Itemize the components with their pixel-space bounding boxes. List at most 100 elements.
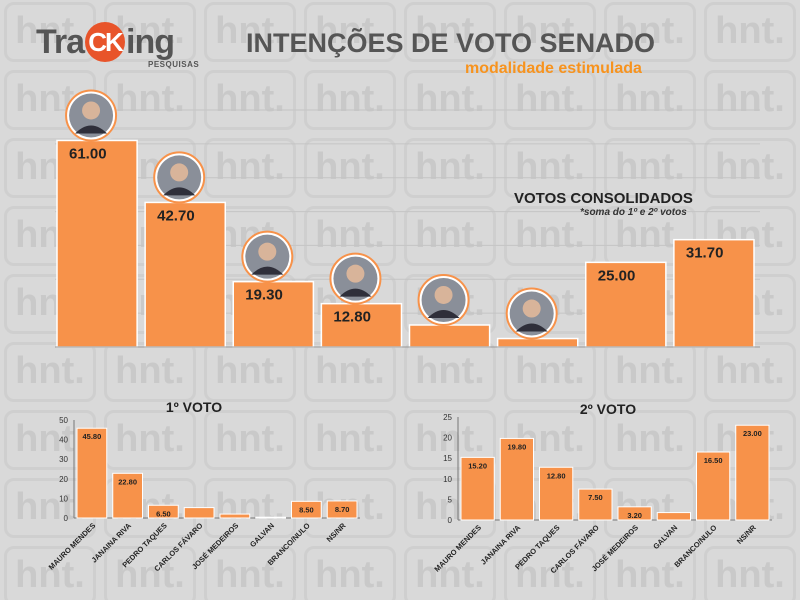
consolidated-data-label-1: 42.70: [157, 207, 195, 224]
consolidated-bar-1: [144, 201, 226, 348]
photo-face: [346, 264, 365, 283]
x-tick-label-1: JANAINA RIVA: [479, 523, 523, 567]
consolidated-chart-title: VOTOS CONSOLIDADOS: [514, 190, 693, 207]
logo-subtext: PESQUISAS: [148, 60, 200, 69]
candidate-photo-0: [65, 89, 118, 142]
watermark-tile: hnt.: [604, 70, 696, 130]
bar-0: [76, 427, 108, 519]
bar-7: [326, 500, 358, 519]
candidate-photo-1: [153, 151, 206, 204]
data-label-2: 6.50: [156, 509, 171, 518]
bar-4: [219, 513, 251, 519]
watermark-tile: hnt.: [204, 546, 296, 600]
bar-2: [539, 466, 574, 521]
consolidated-chart-note: *soma do 1º e 2º votos: [580, 207, 687, 218]
consolidated-bar-2: [232, 280, 315, 348]
bar-6: [696, 451, 731, 521]
watermark-tile: hnt.: [704, 342, 796, 402]
consolidated-bar-7: [673, 238, 755, 348]
data-label-7: 23.00: [743, 429, 762, 438]
watermark-tile: hnt.: [404, 2, 496, 62]
watermark-tile: hnt.: [204, 70, 296, 130]
y-tick-label: 40: [59, 436, 68, 445]
watermark-tile: hnt.: [504, 2, 596, 62]
chart-title: 2º VOTO: [580, 401, 636, 417]
watermark-tile: hnt.: [604, 2, 696, 62]
watermark-tile: hnt.: [404, 70, 496, 130]
consolidated-data-label-7: 31.70: [686, 245, 724, 262]
logo-text-right: ing: [126, 23, 175, 61]
chart-1: 1º VOTO 0 10 20 30 40 50 45.80 MAURO MENDES 22.80…: [47, 399, 360, 573]
watermark-tile: hnt.: [704, 546, 796, 600]
consolidated-bar-4: [408, 324, 491, 348]
bar-6: [291, 500, 322, 519]
watermark-tile: hnt.: [304, 70, 396, 130]
bar-2: [148, 504, 179, 519]
consolidated-bar-5: [496, 337, 579, 348]
bar-3: [578, 488, 613, 521]
watermark-tile: hnt.: [704, 70, 796, 130]
y-tick-label: 30: [59, 455, 68, 464]
bar-4: [617, 506, 652, 521]
x-tick-label-0: MAURO MENDES: [432, 523, 483, 574]
watermark-tile: hnt.: [4, 546, 96, 600]
consolidated-data-label-2: 19.30: [245, 287, 283, 304]
x-tick-label-0: MAURO MENDES: [47, 521, 98, 572]
watermark-tile: hnt.: [404, 410, 496, 470]
consolidated-data-label-6: 25.00: [598, 267, 636, 284]
bar-1: [112, 472, 143, 519]
x-tick-label-5: GALVAN: [651, 523, 679, 551]
watermark-tile: hnt.: [204, 410, 296, 470]
x-tick-label-7: NS/NR: [735, 523, 758, 546]
y-tick-label: 20: [59, 475, 68, 484]
photo-face: [522, 299, 541, 318]
bar-7: [735, 424, 770, 521]
chart-title: 1º VOTO: [166, 399, 222, 415]
watermark-tile: hnt.: [604, 546, 696, 600]
watermark-tile: hnt.: [304, 138, 396, 198]
watermark-tile: hnt.: [4, 342, 96, 402]
consolidated-bar-0: [56, 139, 138, 348]
watermark-tile: hnt.: [604, 410, 696, 470]
photo-face: [170, 163, 189, 182]
data-label-7: 8.70: [335, 505, 350, 514]
photo-face: [258, 242, 277, 261]
watermark-tile: hnt.: [604, 138, 696, 198]
watermark-tile: hnt.: [304, 2, 396, 62]
y-tick-label: 0: [448, 516, 453, 525]
photo-face: [82, 101, 101, 120]
bar-0: [460, 456, 495, 521]
data-label-6: 16.50: [704, 456, 723, 465]
data-label-0: 45.80: [82, 432, 101, 441]
y-tick-label: 15: [443, 454, 452, 463]
data-label-0: 15.20: [468, 461, 487, 470]
bar-3: [183, 507, 215, 519]
photo-body: [427, 309, 460, 318]
watermark-tile: hnt.: [504, 70, 596, 130]
watermark-tile: hnt.: [504, 138, 596, 198]
y-tick-label: 50: [59, 416, 68, 425]
data-label-3: 7.50: [588, 493, 603, 502]
data-label-6: 8.50: [299, 505, 314, 514]
consolidated-bar-6: [585, 261, 667, 348]
watermark-tile: hnt.: [104, 546, 196, 600]
watermark-tile: hnt.: [204, 138, 296, 198]
watermark-tile: hnt.: [304, 206, 396, 266]
data-label-2: 12.80: [547, 471, 566, 480]
photo-body: [251, 266, 284, 275]
watermark-tile: hnt.: [304, 546, 396, 600]
bar-5: [255, 516, 286, 519]
page-title: INTENÇÕES DE VOTO SENADO: [246, 28, 656, 58]
watermark-tile: hnt.: [204, 2, 296, 62]
watermark-tile: hnt.: [304, 410, 396, 470]
bar-5: [656, 512, 691, 521]
consolidated-data-label-3: 12.80: [333, 309, 371, 326]
photo-body: [75, 125, 108, 134]
watermark-tile: hnt.: [704, 2, 796, 62]
y-tick-label: 25: [443, 413, 452, 422]
watermark-tile: hnt.: [504, 206, 596, 266]
photo-body: [339, 288, 372, 297]
candidate-photo-5: [505, 287, 558, 340]
logo-text-left: Tra: [36, 23, 85, 61]
candidate-photo-3: [329, 252, 382, 305]
